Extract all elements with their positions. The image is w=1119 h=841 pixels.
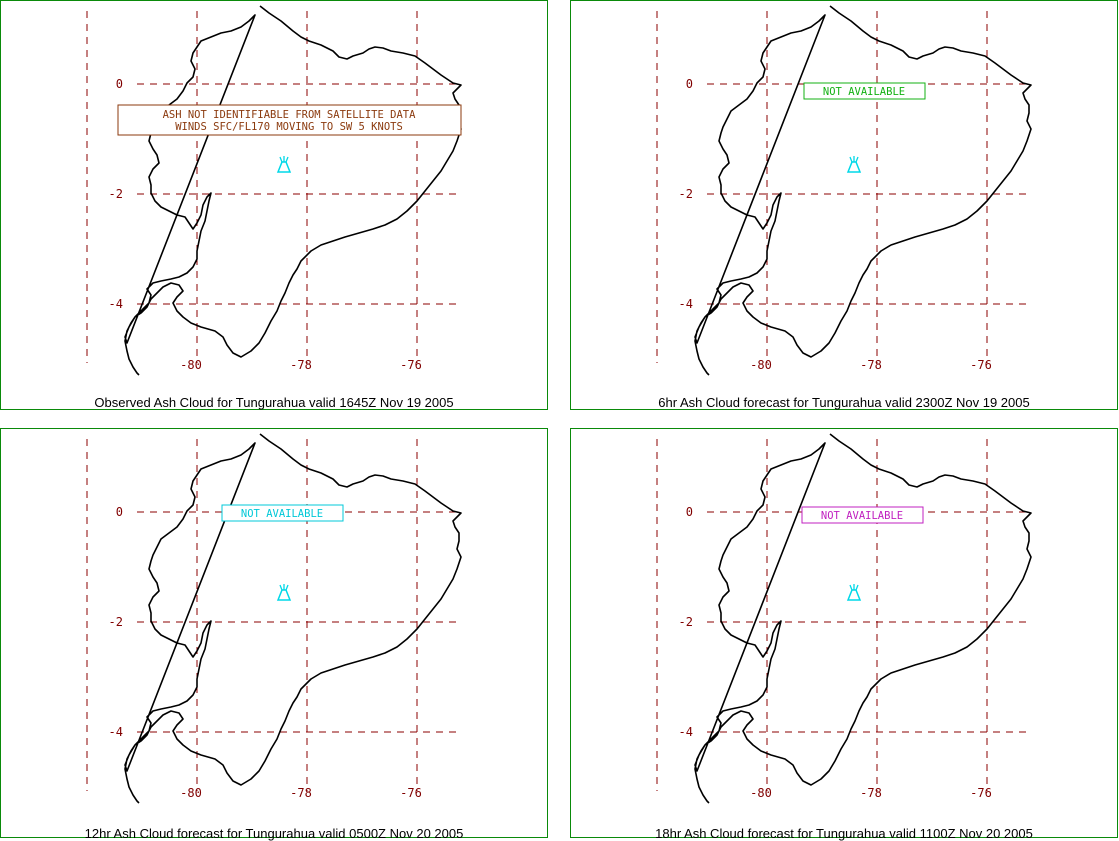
volcano-icon	[846, 156, 862, 173]
map-panel-18hr: 0 -2 -4 -80 -78 -76 NOT AVAILABLE 18hr Ash Clo…	[570, 428, 1118, 841]
advisory-note-box	[803, 82, 926, 100]
panel-caption: 6hr Ash Cloud forecast for Tungurahua va…	[658, 395, 1030, 410]
coastline-outline	[694, 5, 1032, 376]
coastline-outline	[124, 5, 462, 376]
coastline-outline	[124, 433, 462, 804]
advisory-note-text: NOT AVAILABLE	[823, 86, 905, 98]
latitude-label: -2	[679, 615, 693, 629]
longitude-label: -78	[290, 786, 312, 800]
volcano-icon	[846, 584, 862, 601]
latitude-label: -2	[109, 187, 123, 201]
volcano-icon	[276, 584, 292, 601]
advisory-note-box	[801, 506, 924, 524]
latitude-label: -4	[679, 725, 693, 739]
longitude-label: -76	[400, 358, 422, 372]
longitude-label: -76	[400, 786, 422, 800]
coastline-outline	[694, 433, 1032, 804]
volcano-icon	[276, 156, 292, 173]
latitude-label: 0	[116, 505, 123, 519]
latitude-label: 0	[116, 77, 123, 91]
map-panel-6hr: 0 -2 -4 -80 -78 -76 NOT AVAILABLE 6hr Ash Clou…	[570, 0, 1118, 410]
map-panel-observed: 0 -2 -4 -80 -78 -76 ASH NOT IDENTIFIABLE FROM …	[0, 0, 548, 410]
latitude-label: -4	[109, 725, 123, 739]
advisory-note-text: WINDS SFC/FL170 MOVING TO SW 5 KNOTS	[175, 121, 403, 133]
longitude-label: -78	[290, 358, 312, 372]
latitude-label: -2	[679, 187, 693, 201]
longitude-label: -76	[970, 786, 992, 800]
latitude-label: -4	[679, 297, 693, 311]
panel-caption: 18hr Ash Cloud forecast for Tungurahua v…	[655, 826, 1033, 841]
advisory-note-box	[221, 504, 344, 522]
map-canvas: 0 -2 -4 -80 -78 -76 NOT AVAILABLE	[656, 433, 1032, 804]
latitude-label: 0	[686, 77, 693, 91]
map-panel-12hr: 0 -2 -4 -80 -78 -76 NOT AVAILABLE 12hr Ash Clo…	[0, 428, 548, 841]
longitude-label: -78	[860, 358, 882, 372]
map-canvas: 0 -2 -4 -80 -78 -76 NOT AVAILABLE	[86, 433, 462, 804]
advisory-note-box	[117, 104, 462, 136]
latitude-label: -2	[109, 615, 123, 629]
longitude-label: -80	[180, 358, 202, 372]
longitude-label: -80	[750, 358, 772, 372]
longitude-label: -76	[970, 358, 992, 372]
map-canvas: 0 -2 -4 -80 -78 -76 ASH NOT IDENTIFIABLE FROM …	[86, 5, 462, 376]
advisory-note-text: NOT AVAILABLE	[241, 508, 323, 520]
advisory-note-text: NOT AVAILABLE	[821, 510, 903, 522]
advisory-note-text: ASH NOT IDENTIFIABLE FROM SATELLITE DATA	[163, 109, 417, 121]
longitude-label: -80	[750, 786, 772, 800]
map-canvas: 0 -2 -4 -80 -78 -76 NOT AVAILABLE	[656, 5, 1032, 376]
latitude-label: 0	[686, 505, 693, 519]
panel-caption: Observed Ash Cloud for Tungurahua valid …	[94, 395, 454, 410]
panel-caption: 12hr Ash Cloud forecast for Tungurahua v…	[84, 826, 464, 841]
latitude-label: -4	[109, 297, 123, 311]
longitude-label: -80	[180, 786, 202, 800]
longitude-label: -78	[860, 786, 882, 800]
